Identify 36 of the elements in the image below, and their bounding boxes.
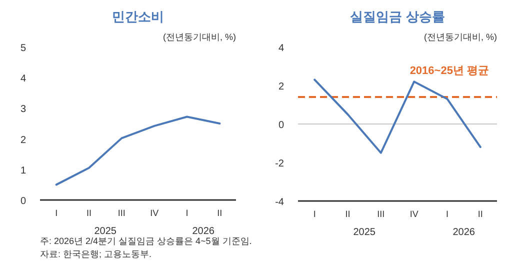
text: 2026 [452, 227, 476, 238]
text: 자료: 한국은행; 고용노동부. [40, 249, 152, 259]
x-tick-label: I [446, 209, 449, 219]
x-tick-label: I [313, 209, 316, 219]
x-tick-label: III [118, 208, 126, 218]
y-axis-title: (전년동기대비, %) [163, 32, 236, 42]
text: 2025 [353, 227, 376, 238]
text: 주: 2026년 2/4분기 실질임금 상승률은 4~5월 기준임. [40, 236, 252, 246]
y-tick-label: 2 [20, 134, 26, 146]
y-tick-label: -4 [275, 197, 284, 208]
y-tick-label: 3 [20, 104, 26, 116]
x-tick-label: II [478, 209, 483, 219]
ref-line-label: 2016~25년 평균 [410, 65, 489, 78]
x-tick-label: II [345, 209, 350, 219]
x-tick-label: II [86, 208, 92, 218]
y-tick-label: 1 [20, 165, 26, 176]
line-series [314, 78, 482, 154]
chart-title: 민간소비 [112, 9, 164, 24]
x-tick-label: II [217, 208, 222, 218]
x-tick-label: I [186, 208, 188, 218]
y-tick-label: -2 [275, 158, 284, 170]
y-tick-label: 0 [20, 196, 26, 207]
text: 2026 [192, 226, 215, 237]
x-tick-label: III [377, 209, 385, 219]
x-tick-label: I [55, 208, 58, 218]
y-tick-label: 4 [20, 74, 26, 85]
y-tick-label: 5 [20, 43, 26, 54]
y-tick-label: 0 [278, 120, 284, 131]
y-axis-title: (전년동기대비, %) [424, 32, 497, 42]
text: 2025 [94, 226, 117, 237]
y-tick-label: 2 [278, 82, 284, 92]
x-tick-label: IV [150, 208, 159, 218]
line-series [55, 116, 221, 186]
chart-title: 실질임금 상승률 [350, 9, 445, 24]
y-tick-label: 4 [278, 43, 284, 54]
x-tick-label: IV [410, 209, 418, 219]
